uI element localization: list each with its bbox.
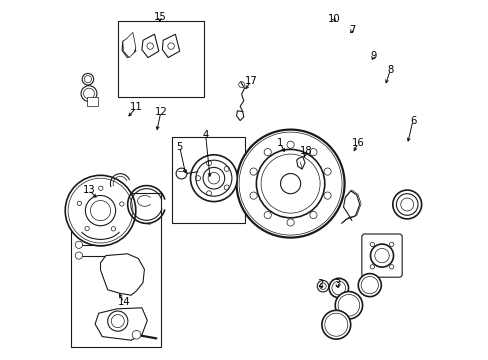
- Text: 3: 3: [334, 279, 340, 289]
- Circle shape: [65, 175, 136, 246]
- Circle shape: [369, 265, 374, 269]
- Circle shape: [176, 168, 186, 179]
- Bar: [71, 193, 161, 347]
- Circle shape: [236, 130, 344, 238]
- Text: 5: 5: [176, 142, 183, 152]
- Circle shape: [190, 155, 237, 202]
- Bar: [172, 137, 244, 223]
- Bar: [118, 21, 204, 97]
- Circle shape: [389, 242, 393, 247]
- Circle shape: [369, 242, 374, 247]
- Circle shape: [75, 241, 82, 248]
- Text: 13: 13: [82, 185, 95, 195]
- Circle shape: [358, 274, 381, 297]
- Text: 1: 1: [277, 138, 283, 148]
- Text: 14: 14: [117, 297, 130, 307]
- Polygon shape: [162, 34, 179, 58]
- Polygon shape: [101, 254, 144, 295]
- Text: 6: 6: [409, 116, 415, 126]
- Text: 9: 9: [369, 51, 376, 61]
- Circle shape: [107, 311, 127, 331]
- Text: 2: 2: [317, 279, 324, 289]
- Polygon shape: [236, 111, 244, 121]
- FancyBboxPatch shape: [361, 234, 401, 277]
- Text: 18: 18: [300, 146, 312, 156]
- Text: 7: 7: [348, 24, 355, 35]
- Polygon shape: [142, 34, 159, 58]
- Text: 4: 4: [202, 130, 208, 140]
- Polygon shape: [95, 308, 147, 340]
- Circle shape: [328, 278, 348, 298]
- Text: 17: 17: [244, 76, 257, 86]
- Text: 12: 12: [154, 107, 167, 117]
- Circle shape: [82, 73, 94, 85]
- Text: 11: 11: [130, 102, 142, 112]
- Polygon shape: [296, 157, 305, 169]
- Circle shape: [75, 252, 82, 259]
- Circle shape: [321, 310, 350, 339]
- Polygon shape: [122, 32, 136, 58]
- Circle shape: [392, 190, 421, 219]
- Polygon shape: [122, 36, 136, 58]
- Text: 16: 16: [351, 138, 364, 148]
- Circle shape: [370, 244, 393, 267]
- Circle shape: [81, 86, 97, 102]
- Text: 15: 15: [153, 12, 166, 22]
- Text: 10: 10: [327, 14, 339, 24]
- Circle shape: [132, 330, 141, 339]
- Circle shape: [389, 265, 393, 269]
- Bar: [87, 97, 98, 106]
- Circle shape: [335, 292, 362, 319]
- Text: 8: 8: [386, 65, 393, 75]
